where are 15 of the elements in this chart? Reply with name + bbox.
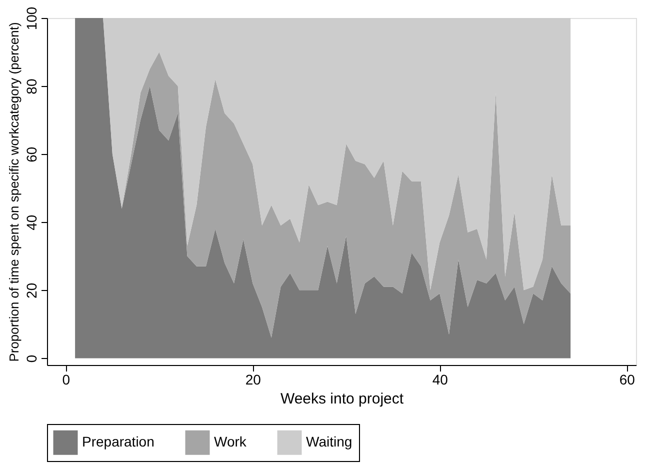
y-axis-title: Proportion of time spent on specific workcategory (percent) — [6, 22, 22, 362]
y-tick-label: 40 — [24, 214, 40, 230]
legend-label: Preparation — [82, 434, 154, 450]
x-axis-title: Weeks into project — [280, 390, 404, 408]
y-tick-label: 60 — [24, 146, 40, 162]
y-tick-label: 100 — [24, 6, 40, 30]
x-tick-label: 60 — [619, 372, 636, 388]
x-tick-label: 40 — [432, 372, 448, 388]
y-tick-label: 80 — [24, 78, 40, 94]
y-tick-label: 0 — [24, 354, 40, 363]
legend-label: Work — [214, 434, 248, 450]
x-tick-label: 0 — [62, 372, 70, 388]
legend-label: Waiting — [306, 434, 352, 450]
y-tick-label: 20 — [24, 282, 40, 298]
x-tick-label: 20 — [245, 372, 262, 388]
